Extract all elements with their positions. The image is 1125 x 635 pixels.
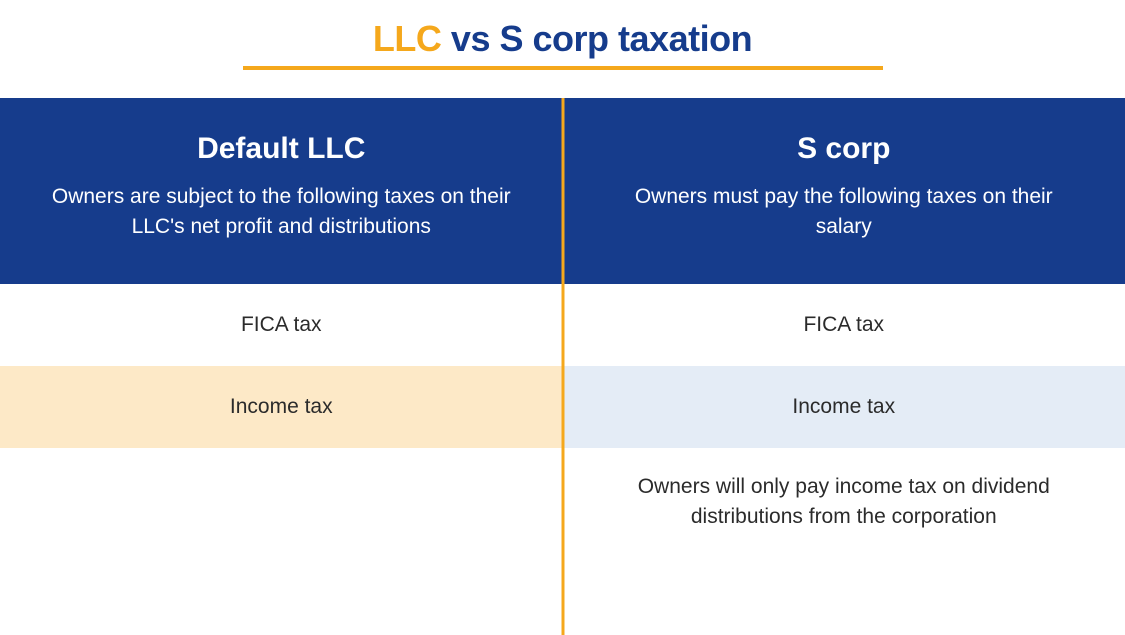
title-scorp: S corp <box>499 18 608 59</box>
right-row-fica: FICA tax <box>563 284 1125 366</box>
right-subheading: Owners must pay the following taxes on t… <box>613 182 1076 243</box>
title-llc: LLC <box>373 18 441 59</box>
right-header: S corp Owners must pay the following tax… <box>563 98 1125 284</box>
left-row-income: Income tax <box>0 366 563 448</box>
title-vs: vs <box>451 18 490 59</box>
vertical-divider <box>561 98 564 635</box>
title-block: LLC vs S corp taxation <box>0 0 1125 98</box>
comparison-infographic: LLC vs S corp taxation Default LLC Owner… <box>0 0 1125 635</box>
right-row-income: Income tax <box>563 366 1125 448</box>
title-underline <box>243 66 883 70</box>
right-heading: S corp <box>613 132 1076 166</box>
title-taxation: taxation <box>618 18 752 59</box>
right-note: Owners will only pay income tax on divid… <box>563 448 1125 557</box>
left-row-fica: FICA tax <box>0 284 563 366</box>
left-heading: Default LLC <box>50 132 513 166</box>
left-header: Default LLC Owners are subject to the fo… <box>0 98 563 284</box>
left-subheading: Owners are subject to the following taxe… <box>50 182 513 243</box>
left-column: Default LLC Owners are subject to the fo… <box>0 98 563 635</box>
comparison-table: Default LLC Owners are subject to the fo… <box>0 98 1125 635</box>
right-column: S corp Owners must pay the following tax… <box>563 98 1125 635</box>
title-text: LLC vs S corp taxation <box>0 18 1125 60</box>
